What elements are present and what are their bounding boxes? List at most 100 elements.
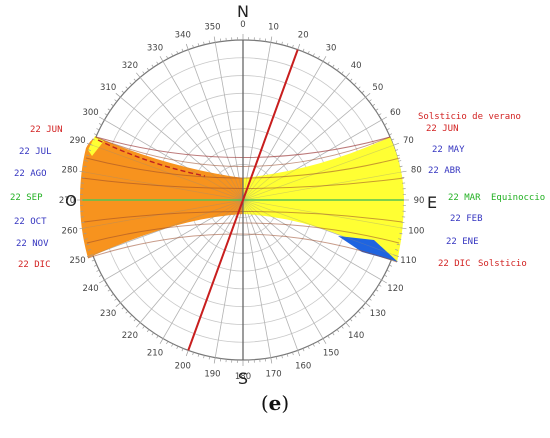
azimuth-label: 150	[323, 348, 339, 358]
azimuth-tick	[345, 322, 350, 328]
azimuth-tick	[166, 341, 169, 345]
azimuth-tick	[114, 298, 118, 301]
azimuth-tick	[395, 149, 399, 151]
azimuth-line	[242, 42, 272, 201]
azimuth-tick	[171, 343, 174, 347]
azimuth-tick	[99, 116, 105, 121]
azimuth-label: 100	[408, 227, 424, 237]
azimuth-tick	[203, 41, 205, 45]
azimuth-label: 0	[240, 20, 245, 30]
north-label: N	[237, 2, 249, 21]
azimuth-tick	[93, 264, 97, 267]
azimuth-tick	[381, 279, 387, 284]
azimuth-tick	[208, 356, 211, 360]
azimuth-tick	[181, 48, 184, 52]
azimuth-overlay-line	[162, 61, 244, 201]
azimuth-tick	[87, 149, 91, 151]
azimuth-tick	[142, 71, 145, 75]
azimuth-tick	[302, 48, 305, 52]
azimuth-tick	[84, 238, 88, 240]
azimuth-tick	[79, 227, 86, 230]
azimuth-tick	[192, 352, 194, 356]
azimuth-tick	[400, 227, 407, 230]
azimuth-tick	[389, 133, 393, 136]
orientation-axis-line	[187, 49, 299, 351]
azimuth-tick	[317, 55, 320, 59]
azimuth-overlay-line	[104, 199, 244, 281]
azimuth-tick	[396, 243, 400, 246]
azimuth-tick	[302, 348, 305, 352]
orange-shaded-region	[80, 137, 243, 258]
azimuth-tick	[114, 99, 118, 102]
azimuth-tick	[110, 293, 114, 297]
azimuth-line	[214, 199, 244, 358]
azimuth-line	[242, 199, 366, 304]
azimuth-tick	[208, 40, 211, 44]
azimuth-tick	[322, 56, 327, 62]
azimuth-tick	[275, 40, 278, 44]
azimuth-label: 140	[348, 331, 364, 341]
azimuth-tick	[96, 128, 100, 131]
azimuth-tick	[107, 289, 111, 292]
azimuth-tick	[353, 82, 357, 86]
azimuth-tick	[107, 108, 111, 111]
azimuth-tick	[368, 99, 372, 102]
azimuth-line	[139, 199, 244, 323]
azimuth-tick	[322, 338, 327, 344]
right-label-may: 22 MAY	[432, 145, 465, 155]
azimuth-tick	[129, 82, 133, 86]
azimuth-overlay-line	[242, 199, 366, 304]
azimuth-tick	[270, 36, 273, 43]
azimuth-label: 60	[390, 108, 401, 118]
azimuth-tick	[181, 348, 184, 352]
azimuth-tick	[91, 138, 95, 141]
azimuth-overlay-line	[242, 199, 347, 323]
azimuth-overlay-line	[139, 199, 244, 323]
azimuth-tick	[151, 64, 154, 68]
azimuth-tick	[125, 310, 129, 314]
azimuth-label: 120	[387, 284, 403, 294]
azimuth-tick	[398, 238, 402, 240]
azimuth-tick	[192, 44, 194, 48]
azimuth-label: 20	[298, 31, 309, 41]
right-label-winter-solstice: Solsticio	[478, 259, 527, 269]
azimuth-tick	[292, 352, 294, 356]
azimuth-tick	[384, 123, 388, 126]
azimuth-label: 350	[204, 23, 220, 33]
right-label-equinox: Equinoccio	[491, 193, 545, 203]
azimuth-tick	[197, 43, 200, 47]
left-label-dic: 22 DIC	[18, 260, 51, 270]
azimuth-tick	[110, 103, 114, 107]
azimuth-label: 210	[147, 348, 163, 358]
azimuth-tick	[353, 314, 357, 318]
azimuth-tick	[156, 61, 159, 65]
azimuth-tick	[381, 116, 387, 121]
azimuth-tick	[104, 284, 108, 287]
azimuth-tick	[203, 355, 205, 359]
left-label-ago: 22 AGO	[14, 169, 47, 179]
azimuth-tick	[166, 55, 169, 59]
azimuth-label: 10	[268, 23, 279, 33]
azimuth-tick	[345, 72, 350, 78]
azimuth-overlay-line	[187, 49, 244, 201]
south-label: S	[238, 369, 248, 388]
azimuth-overlay-line	[242, 77, 347, 201]
blue-shaded-region	[338, 236, 398, 262]
azimuth-tick	[332, 64, 335, 68]
azimuth-overlay-line	[120, 199, 244, 304]
azimuth-tick	[84, 160, 88, 162]
azimuth-tick	[332, 332, 335, 336]
azimuth-label: 40	[351, 61, 362, 71]
right-label-jun: 22 JUN	[426, 124, 459, 134]
azimuth-tick	[307, 50, 310, 54]
azimuth-tick	[317, 341, 320, 345]
azimuth-tick	[159, 338, 164, 344]
azimuth-label: 190	[204, 369, 220, 379]
azimuth-tick	[136, 72, 141, 78]
azimuth-label: 340	[175, 31, 191, 41]
azimuth-label: 170	[265, 369, 281, 379]
sun-path-curves	[81, 40, 405, 360]
azimuth-tick	[136, 322, 141, 328]
azimuth-overlay-line	[242, 199, 272, 358]
azimuth-label: 290	[69, 136, 85, 146]
